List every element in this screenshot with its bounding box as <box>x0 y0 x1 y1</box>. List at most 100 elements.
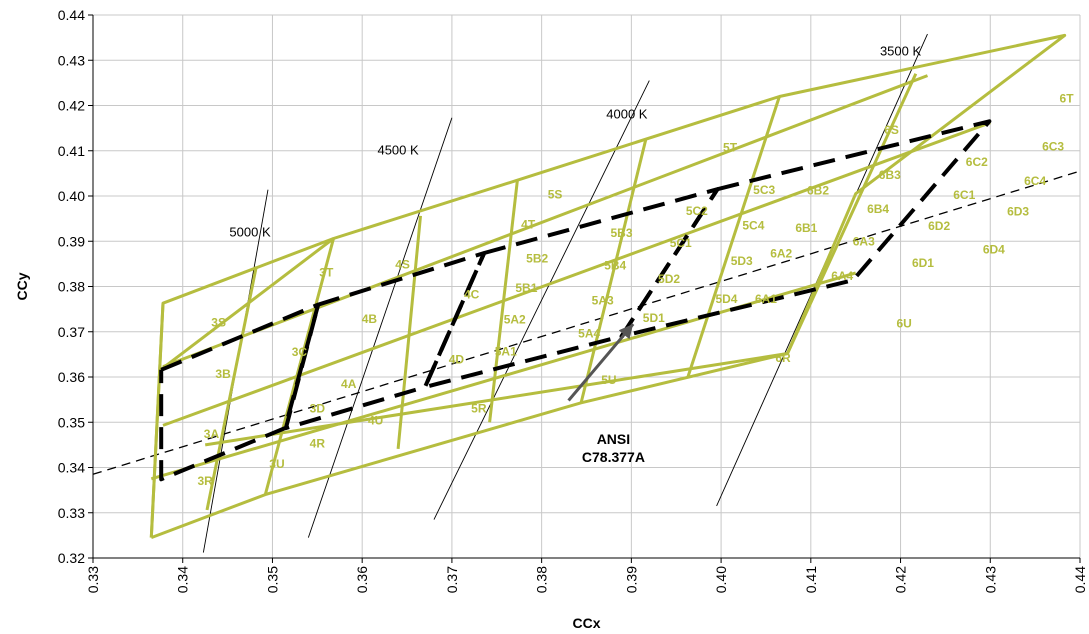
bin-label: 5B1 <box>515 281 537 295</box>
bin-outline <box>149 33 1067 540</box>
annotation-arrow-head <box>618 324 634 340</box>
bin-label: 6S <box>884 123 899 137</box>
bin-label: 3T <box>319 266 334 280</box>
cct-label: 5000 K <box>229 225 271 240</box>
bin-label: 3D <box>310 402 326 416</box>
cct-label: 4500 K <box>377 142 419 157</box>
bin-line <box>786 73 918 355</box>
bin-label: 6U <box>896 317 911 331</box>
bin-line <box>396 215 422 450</box>
ansi-annotation: ANSI C78.377A <box>567 323 645 465</box>
bin-label: 6B2 <box>807 184 829 198</box>
bin-label: 6D2 <box>928 219 950 233</box>
bin-label: 4R <box>310 437 326 451</box>
y-tick-label: 0.44 <box>58 7 85 23</box>
bin-label: 5B2 <box>526 252 548 266</box>
bin-label: 5B4 <box>604 258 626 272</box>
bin-label: 5S <box>548 187 563 201</box>
bin-label: 6A4 <box>831 269 853 283</box>
y-tick-label: 0.32 <box>58 550 85 566</box>
bin-label: 3U <box>269 457 284 471</box>
bin-label: 5C3 <box>753 183 775 197</box>
bin-label: 5D3 <box>731 254 753 268</box>
bin-label: 6A1 <box>755 292 777 306</box>
bin-label: 6B4 <box>867 202 889 216</box>
bin-label: 4B <box>362 312 378 326</box>
bin-label: 6C4 <box>1024 174 1046 188</box>
x-tick-label: 0.44 <box>1072 566 1088 593</box>
bin-label: 4A <box>341 377 357 391</box>
y-tick-label: 0.33 <box>58 505 85 521</box>
bin-label: 6C1 <box>953 188 975 202</box>
bin-label: 3R <box>197 474 213 488</box>
y-tick-label: 0.40 <box>58 188 85 204</box>
bin-label: 4D <box>449 352 465 366</box>
bin-label: 5A1 <box>495 344 517 358</box>
y-tick-label: 0.34 <box>58 460 85 476</box>
bin-line <box>160 237 335 371</box>
bin-label: 5D2 <box>658 272 680 286</box>
bin-label: 3C <box>292 345 308 359</box>
x-tick-label: 0.38 <box>534 566 550 593</box>
x-tick-label: 0.41 <box>803 566 819 593</box>
bin-line <box>204 352 788 447</box>
bin-label: 3A <box>204 427 220 441</box>
bin-label: 4U <box>368 414 383 428</box>
bin-line <box>205 266 258 511</box>
grid-lines <box>92 14 1081 559</box>
annotation-label: C78.377A <box>582 449 645 465</box>
y-tick-label: 0.36 <box>58 369 85 385</box>
blackbody-locus-line <box>92 170 1081 475</box>
bin-label: 6C2 <box>966 155 988 169</box>
axes: 0.320.330.340.350.360.370.380.390.400.41… <box>14 7 1088 631</box>
annotation-label: ANSI <box>597 431 630 447</box>
bin-line <box>149 303 165 538</box>
bin-label: 5A4 <box>578 327 600 341</box>
bin-label: 5D1 <box>643 311 665 325</box>
cct-line <box>307 117 453 538</box>
bin-label: 6D1 <box>912 256 934 270</box>
bin-label: 5C1 <box>670 236 692 250</box>
bin-label: 6T <box>1060 91 1075 105</box>
bin-label: 6A3 <box>853 234 875 248</box>
x-tick-label: 0.40 <box>713 566 729 593</box>
x-axis-title: CCx <box>572 615 600 631</box>
bin-line <box>686 96 781 378</box>
bin-label: 4S <box>395 257 410 271</box>
bin-label: 6D3 <box>1007 204 1029 218</box>
x-tick-label: 0.36 <box>354 566 370 593</box>
x-tick-label: 0.42 <box>893 566 909 593</box>
bin-label: 6A2 <box>770 247 792 261</box>
ansi-quadrangle <box>619 119 992 339</box>
bin-line <box>263 238 335 495</box>
bin-label: 5B3 <box>610 226 632 240</box>
y-tick-label: 0.42 <box>58 98 85 114</box>
x-tick-label: 0.34 <box>175 566 191 593</box>
x-tick-label: 0.39 <box>623 566 639 593</box>
bin-label: 5A2 <box>504 313 526 327</box>
x-tick-label: 0.33 <box>85 566 101 593</box>
bin-label: 6C3 <box>1042 139 1064 153</box>
y-tick-label: 0.39 <box>58 233 85 249</box>
x-tick-label: 0.35 <box>264 566 280 593</box>
bin-line <box>579 139 648 404</box>
y-tick-label: 0.35 <box>58 414 85 430</box>
x-tick-label: 0.37 <box>444 566 460 593</box>
bin-label: 4T <box>521 218 536 232</box>
y-tick-label: 0.41 <box>58 143 85 159</box>
bin-labels: 3S 3T 3C 3B 3D 3A 3U 3R 4S 4T 4B 4C 4A 4D 4U 4R 5S 5T 5B2 5… <box>197 91 1074 488</box>
bin-label: 5D4 <box>715 292 737 306</box>
bin-label: 6R <box>775 351 791 365</box>
cct-line <box>433 80 650 520</box>
bin-label: 6B1 <box>795 221 817 235</box>
bin-label: 5T <box>723 141 738 155</box>
cct-label: 3500 K <box>880 44 922 59</box>
y-tick-label: 0.38 <box>58 279 85 295</box>
blackbody-line <box>92 170 1081 475</box>
annotation-arrow-shaft <box>567 323 635 402</box>
cct-lines: 5000 K 4500 K 4000 K 3500 K <box>202 33 928 553</box>
bin-label: 5A3 <box>592 294 614 308</box>
y-tick-label: 0.37 <box>58 324 85 340</box>
bin-label: 5C4 <box>742 218 764 232</box>
